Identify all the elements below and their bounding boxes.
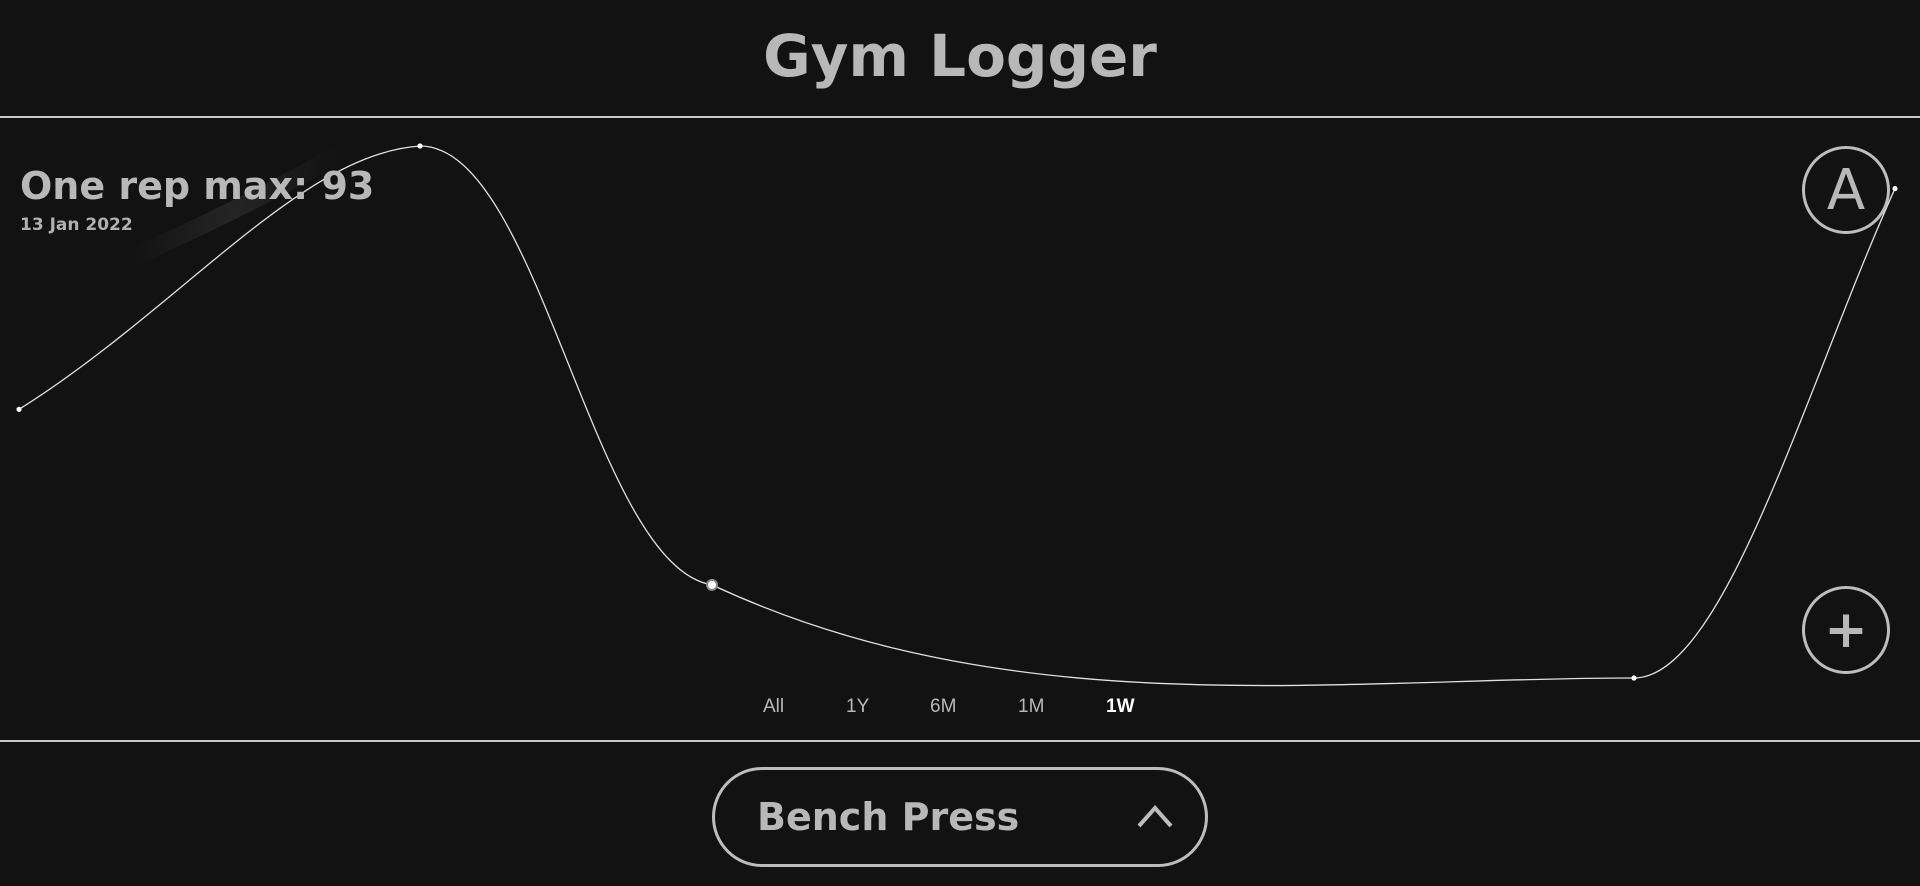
- range-tab-1y[interactable]: 1Y: [846, 696, 870, 717]
- exercise-name: Bench Press: [757, 795, 1020, 839]
- range-tab-1w[interactable]: 1W: [1106, 696, 1135, 717]
- series-line: [18, 145, 1896, 687]
- readout-date: 13 Jan 2022: [20, 215, 133, 235]
- plus-icon: +: [1824, 600, 1868, 660]
- data-point[interactable]: [16, 406, 22, 412]
- data-point[interactable]: [417, 143, 423, 149]
- data-point[interactable]: [1892, 185, 1898, 192]
- chevron-up-icon: [1137, 804, 1173, 828]
- exercise-selector[interactable]: Bench Press: [712, 767, 1208, 867]
- chart-panel[interactable]: One rep max: 93 13 Jan 2022 A + All 1Y 6…: [0, 118, 1920, 742]
- chart-glow: [121, 144, 349, 267]
- app-title: Gym Logger: [763, 22, 1157, 90]
- progress-chart[interactable]: [0, 118, 1920, 740]
- time-range-selector: All 1Y 6M 1M 1W: [0, 696, 1920, 722]
- range-tab-all[interactable]: All: [763, 696, 785, 717]
- account-button-label: A: [1826, 157, 1866, 223]
- selected-data-point[interactable]: [706, 578, 718, 591]
- value-readout: One rep max: 93 13 Jan 2022: [20, 163, 374, 235]
- header: Gym Logger: [0, 0, 1920, 118]
- range-tab-1m[interactable]: 1M: [1018, 696, 1045, 717]
- one-rep-max-value: One rep max: 93: [20, 164, 375, 208]
- data-point[interactable]: [1631, 675, 1637, 681]
- add-entry-button[interactable]: +: [1802, 586, 1890, 674]
- range-tab-6m[interactable]: 6M: [930, 696, 957, 717]
- account-button[interactable]: A: [1802, 146, 1890, 234]
